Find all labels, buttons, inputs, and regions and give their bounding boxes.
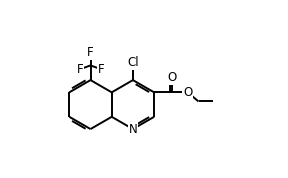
Text: N: N <box>128 122 137 136</box>
Text: O: O <box>183 86 192 99</box>
Text: Cl: Cl <box>127 56 139 69</box>
Text: F: F <box>77 63 84 76</box>
Text: F: F <box>87 46 94 59</box>
Text: O: O <box>168 71 177 84</box>
Text: F: F <box>98 63 104 76</box>
